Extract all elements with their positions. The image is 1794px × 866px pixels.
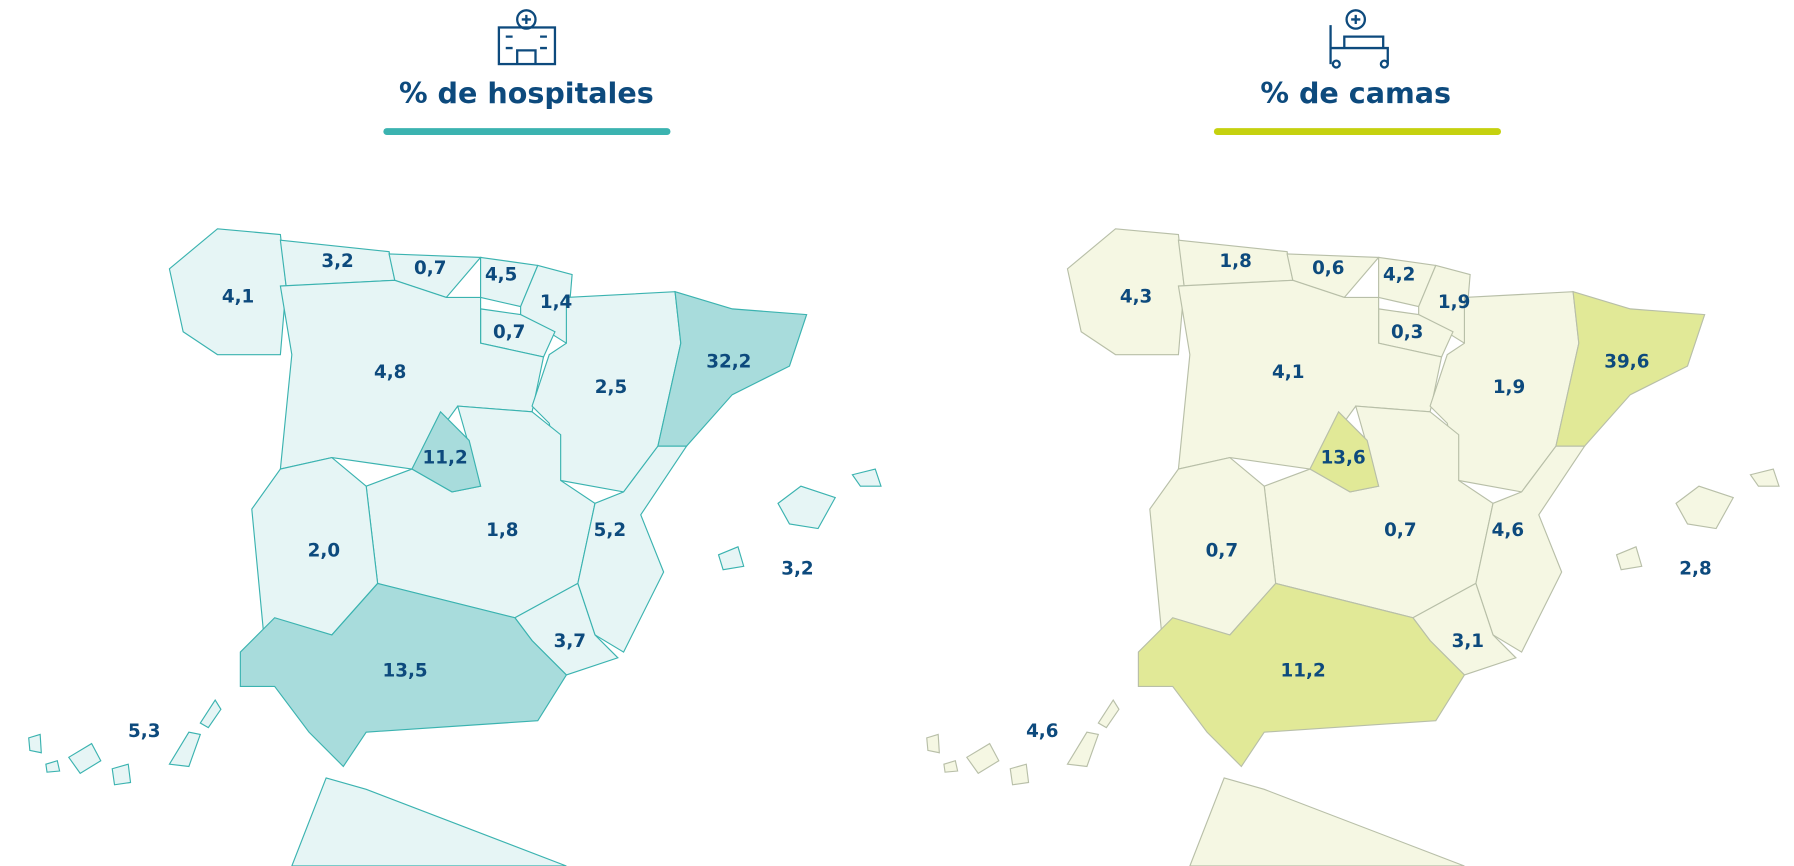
region-value: 2,5: [595, 377, 627, 398]
region-value: 4,1: [222, 286, 254, 307]
region-value: 39,6: [1604, 352, 1649, 373]
region-value: 11,2: [1281, 661, 1326, 682]
title-bar: [383, 128, 671, 135]
region-value: 5,2: [594, 520, 626, 541]
region-value: 1,9: [1493, 377, 1525, 398]
region-value: 4,6: [1026, 721, 1058, 742]
region-value: 3,7: [554, 631, 586, 652]
bed-icon: [1329, 9, 1389, 69]
region-value: 0,7: [493, 322, 525, 343]
region-value: 4,8: [374, 362, 406, 383]
region-value: 3,1: [1452, 631, 1484, 652]
title-bar: [1213, 128, 1502, 135]
region-value: 11,2: [423, 448, 468, 469]
region-value: 4,5: [485, 265, 517, 286]
region-value: 2,8: [1679, 559, 1711, 580]
region-value: 1,8: [1219, 251, 1251, 272]
map-title: % de camas: [1260, 76, 1451, 110]
region-value: 4,2: [1383, 265, 1415, 286]
region-value: 4,3: [1120, 286, 1152, 307]
region-value: 13,5: [383, 661, 428, 682]
map-left: % de hospitales 4,1 3,2 0,7 4,5 1,4 0,7 4,8 2,5…: [28, 9, 881, 866]
map-right: % de camas 4,3 1,8 0,6 4,2 1,9 0,3 4,1 1,9 39,6 1…: [926, 9, 1780, 866]
region-value: 32,2: [706, 352, 751, 373]
region-value: 13,6: [1321, 448, 1366, 469]
region-value: 4,6: [1492, 520, 1524, 541]
region-value: 0,7: [1206, 540, 1238, 561]
hospital-icon: [497, 9, 557, 66]
region-value: 2,0: [308, 540, 340, 561]
region-shapes: [28, 228, 881, 866]
map-title: % de hospitales: [399, 76, 654, 110]
region-value: 5,3: [128, 721, 160, 742]
region-shapes: [926, 228, 1780, 866]
region-value: 0,7: [1384, 520, 1416, 541]
region-value: 0,7: [414, 258, 446, 279]
region-value: 4,1: [1272, 362, 1304, 383]
region-value: 0,6: [1312, 258, 1344, 279]
region-value: 1,9: [1438, 292, 1470, 313]
region-value: 3,2: [321, 251, 353, 272]
region-value: 1,4: [540, 292, 572, 313]
region-value: 0,3: [1391, 322, 1423, 343]
region-value: 1,8: [486, 520, 518, 541]
region-value: 3,2: [781, 559, 813, 580]
